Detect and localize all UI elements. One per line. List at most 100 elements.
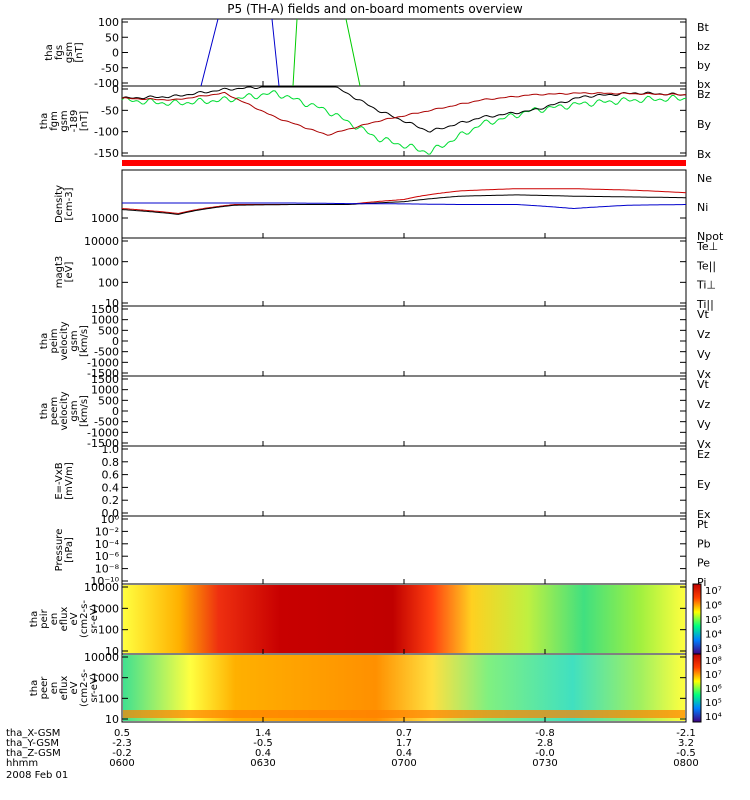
- legend-density-entry: Npot: [697, 230, 724, 243]
- y-tick-label: 10: [105, 297, 119, 310]
- ephemeris-value: -2.3: [112, 738, 132, 749]
- y-axis-label-line: sr-eV): [89, 673, 100, 702]
- y-axis-label-line: tha: [29, 611, 40, 627]
- trace-fgs-by: [292, 18, 361, 87]
- y-tick-label: 0: [112, 405, 119, 418]
- ephemeris-value: -0.5: [676, 748, 696, 759]
- y-tick-label: -100: [94, 77, 119, 90]
- spectrogram-peer-lowband: [123, 710, 685, 718]
- ephemeris-value: -0.5: [253, 738, 273, 749]
- y-tick-label: 10000: [84, 651, 119, 664]
- ephemeris-label: tha_Y-GSM: [6, 738, 59, 749]
- y-tick-label: 10: [105, 713, 119, 726]
- y-axis-label-line: [eV]: [64, 262, 75, 283]
- y-axis-label-line: fgs: [54, 45, 65, 60]
- legend-pressure-entry: Pb: [697, 537, 711, 550]
- y-axis-label-line: [cm-3]: [64, 187, 75, 220]
- trace-fgm-bx: [121, 86, 686, 133]
- y-axis-label: Density [cm-3]: [54, 185, 75, 223]
- y-axis-label-line: tha: [29, 680, 40, 696]
- y-tick-label: 1000: [91, 672, 119, 685]
- legend-efield-entry: Ez: [697, 448, 710, 461]
- y-tick-label: 1000: [91, 212, 119, 225]
- y-tick-label: -1500: [87, 437, 119, 450]
- ephemeris-value: -0.0: [535, 748, 555, 759]
- y-axis-label-line: [nPa]: [64, 537, 75, 563]
- y-axis-label-line: en: [49, 682, 60, 695]
- panel-temp: 10000 1000 100 10 magt3 [eV] Te⊥ Te|| Ti⊥ Ti||: [54, 235, 718, 311]
- y-tick-label: 10⁻⁶: [95, 550, 120, 563]
- y-axis-label-line: Density: [54, 185, 65, 223]
- y-tick-label: 50: [105, 31, 119, 44]
- y-axis-label-line: [km/s]: [79, 395, 90, 427]
- y-tick-label: 0: [112, 83, 119, 96]
- y-tick-label: 1500: [91, 303, 119, 316]
- y-tick-label: 1500: [91, 373, 119, 386]
- panel-density: 1000 Density [cm-3] Ne Ni Npot: [54, 169, 724, 243]
- legend-efield-entry: Ey: [697, 478, 711, 491]
- legend-fgs-entry: by: [697, 59, 711, 72]
- y-axis-label: tha fgm gsm -189 [nT]: [39, 110, 90, 133]
- legend-density-entry: Ne: [697, 172, 712, 185]
- legend-fgm-entry: By: [697, 118, 712, 131]
- ephemeris-value: 2.8: [537, 738, 553, 749]
- y-axis-label-line: tha: [39, 333, 50, 349]
- colorbar-label: 10⁶: [705, 601, 722, 612]
- red-band: [122, 160, 686, 166]
- y-tick-label: 0.2: [102, 494, 120, 507]
- ephemeris-value: 0630: [250, 758, 275, 769]
- panel-efield: 1.00.80.60.40.20.0 E=-VxB [mV/m] Ez Ey Ex: [54, 443, 711, 521]
- legend-temp-entry: Te⊥: [696, 240, 718, 253]
- trace-te-perp: [121, 188, 687, 215]
- legend-temp-entry: Ti||: [696, 298, 714, 311]
- colorbar-label: 10³: [705, 644, 722, 655]
- y-axis-label-line: velocity: [59, 391, 70, 430]
- y-axis-label-line: fgm: [49, 111, 60, 131]
- ephemeris-value: -0.2: [112, 748, 132, 759]
- y-axis-label-line: [nT]: [74, 42, 85, 62]
- y-axis-label-line: peir: [39, 608, 50, 628]
- y-axis-label-line: E=-VxB: [54, 462, 65, 499]
- panel-frame: [121, 375, 687, 447]
- y-axis-label-line: gsm: [59, 110, 70, 131]
- y-axis-label-line: eflux: [59, 607, 70, 632]
- y-axis-label-line: Pressure: [54, 529, 65, 572]
- y-tick-label: 0.8: [102, 456, 120, 469]
- legend-fgs-entry: bz: [697, 40, 710, 53]
- y-axis-label-line: eV: [69, 681, 80, 694]
- y-axis-label-line: (cm2-s-: [79, 669, 90, 707]
- colorbar-label: 10⁶: [705, 684, 722, 695]
- y-axis-label-line: (cm2-s-: [79, 600, 90, 638]
- legend-peim-entry: Vz: [697, 328, 711, 341]
- y-axis-label-line: [mV/m]: [64, 462, 75, 500]
- plot-title: P5 (TH-A) fields and on-board moments ov…: [227, 2, 523, 16]
- y-tick-label: 100: [98, 276, 119, 289]
- legend-density-entry: Ni: [697, 201, 708, 214]
- legend-peim-entry: Vx: [697, 368, 712, 381]
- colorbar: [692, 583, 702, 655]
- y-axis-label-line: tha: [39, 113, 50, 129]
- y-axis-label-line: peim: [49, 328, 60, 353]
- y-tick-label: 1.0: [102, 443, 120, 456]
- y-tick-label: 1000: [91, 256, 119, 269]
- spectrogram-peir: [123, 585, 685, 653]
- y-axis-label-line: gsm: [69, 400, 80, 421]
- colorbar-label: 10⁵: [705, 615, 722, 626]
- y-tick-label: -50: [101, 104, 119, 117]
- date-label: 2008 Feb 01: [6, 770, 68, 781]
- ephemeris-label: tha_X-GSM: [6, 728, 60, 739]
- y-axis-label-line: gsm: [69, 330, 80, 351]
- ephemeris-label: tha_Z-GSM: [6, 748, 61, 759]
- legend-fgm-entry: Bz: [697, 88, 711, 101]
- colorbar-label: 10⁵: [705, 698, 722, 709]
- y-tick-label: 10000: [84, 581, 119, 594]
- colorbar-label: 10⁴: [705, 712, 722, 723]
- panel-frame: [121, 85, 687, 157]
- y-axis-label: tha fgs gsm [nT]: [44, 42, 85, 63]
- trace-te-par: [121, 194, 686, 215]
- ephemeris-value: -2.1: [676, 728, 696, 739]
- y-axis-label-line: tha: [44, 44, 55, 60]
